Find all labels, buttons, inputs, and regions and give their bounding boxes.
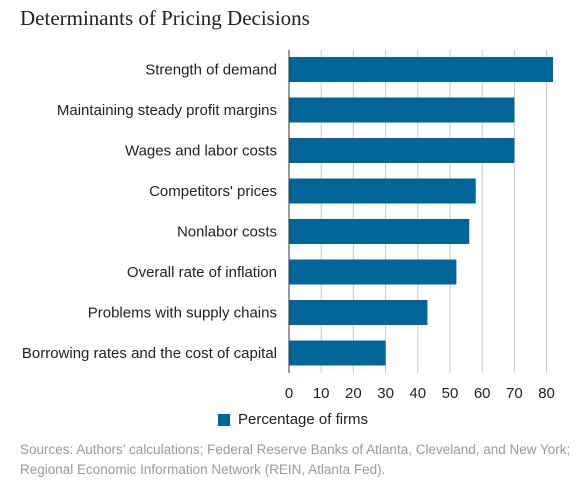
x-tick-label-10: 10	[313, 385, 330, 402]
x-tick-label-20: 20	[345, 385, 362, 402]
category-label-5: Nonlabor costs	[177, 224, 277, 241]
bars	[289, 57, 553, 366]
bar-5	[289, 219, 470, 244]
category-labels: Strength of demand Maintaining steady pro…	[22, 62, 277, 363]
bar-3	[289, 138, 515, 163]
bar-6	[289, 259, 457, 285]
category-label-1: Strength of demand	[145, 62, 277, 79]
source-line-2: Regional Economic Information Network (R…	[20, 462, 386, 477]
x-tick-label-80: 80	[538, 385, 555, 402]
category-label-4: Competitors' prices	[149, 183, 277, 200]
bar-1	[289, 57, 553, 82]
bar-4	[289, 178, 476, 204]
bar-7	[289, 300, 428, 325]
category-label-6: Overall rate of inflation	[127, 264, 277, 281]
x-tick-label-0: 0	[285, 385, 293, 402]
x-tick-label-50: 50	[442, 385, 459, 402]
bar-2	[289, 97, 515, 123]
x-tick-label-30: 30	[377, 385, 394, 402]
category-label-2: Maintaining steady profit margins	[57, 102, 277, 119]
category-label-3: Wages and labor costs	[125, 143, 277, 160]
bar-8	[289, 340, 386, 366]
x-tick-label-70: 70	[506, 385, 523, 402]
category-label-8: Borrowing rates and the cost of capital	[22, 345, 277, 362]
x-tick-label-40: 40	[409, 385, 426, 402]
x-axis-ticks: 0 10 20 30 40 50 60 70 80	[285, 385, 555, 402]
chart-title: Determinants of Pricing Decisions	[20, 6, 310, 30]
legend: Percentage of firms	[218, 411, 368, 428]
legend-label: Percentage of firms	[238, 411, 369, 428]
bar-chart: Strength of demand Maintaining steady pro…	[22, 50, 555, 402]
x-tick-label-60: 60	[474, 385, 491, 402]
source-line-1: Sources: Authors’ calculations; Federal …	[20, 442, 571, 457]
legend-swatch	[218, 413, 230, 426]
source-note: Sources: Authors’ calculations; Federal …	[20, 440, 580, 480]
category-label-7: Problems with supply chains	[88, 305, 277, 322]
